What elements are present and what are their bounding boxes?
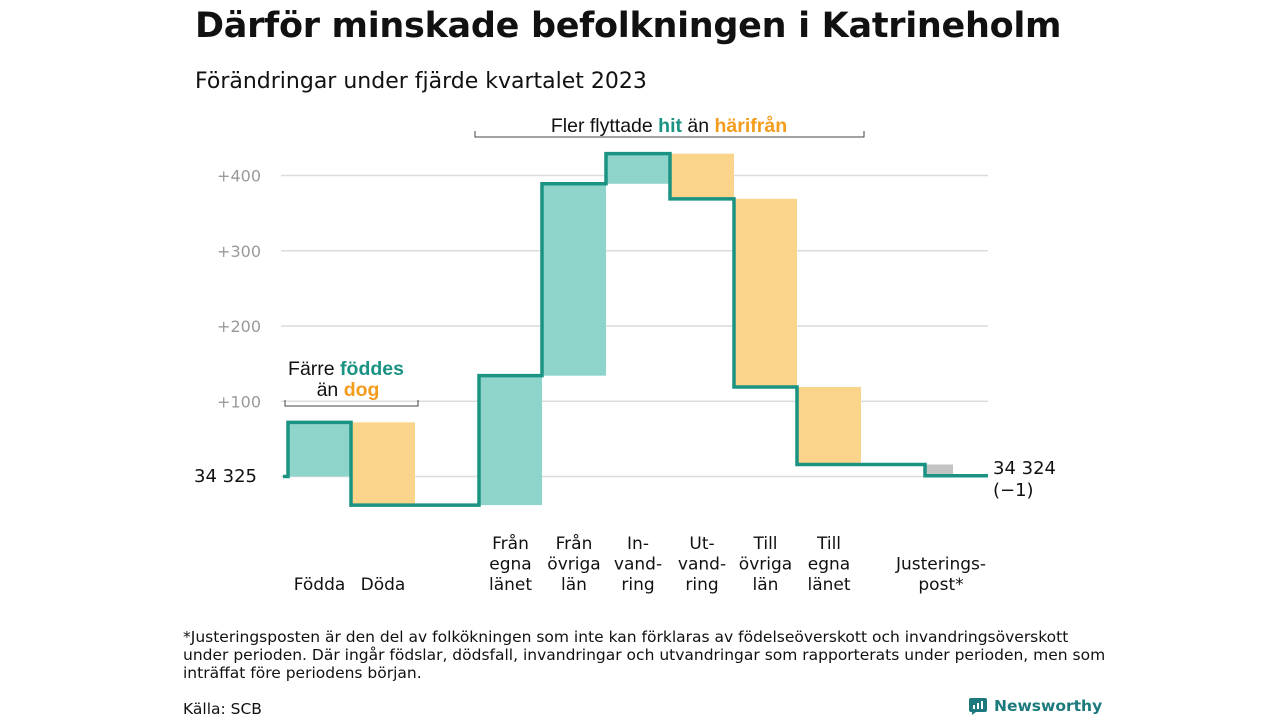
bar	[479, 375, 542, 506]
start-value-label: 34 325	[194, 466, 257, 487]
category-label: egna	[489, 555, 531, 575]
bar	[542, 183, 606, 376]
migration-annotation-text: Fler flyttade	[551, 115, 658, 137]
bar	[670, 153, 734, 199]
cumulative-step-line	[283, 151, 988, 507]
category-label: län	[561, 575, 587, 595]
category-label: Justerings-	[895, 555, 986, 575]
newsworthy-logo-icon	[969, 698, 987, 715]
migration-annotation-highlight: hit	[658, 115, 682, 137]
category-label: Födda	[294, 575, 346, 595]
births-annotation-highlight: dog	[344, 379, 380, 401]
category-label: länet	[807, 575, 850, 595]
category-label: övriga	[739, 555, 792, 575]
births-annotation-line1: Färre föddes	[288, 358, 404, 380]
category-label: ring	[621, 575, 654, 595]
bar	[606, 153, 670, 184]
bar	[925, 464, 953, 476]
migration-bracket	[474, 131, 865, 138]
category-label: Från	[556, 533, 593, 554]
y-tick-label: +200	[217, 317, 261, 336]
category-label: egna	[808, 555, 850, 575]
category-label: Ut-	[689, 534, 714, 554]
bar	[351, 422, 415, 506]
category-label: ring	[685, 575, 718, 595]
migration-annotation: Fler flyttade hit än härifrån	[551, 114, 787, 137]
chart-subtitle: Förändringar under fjärde kvartalet 2023	[195, 69, 647, 94]
bar	[797, 386, 861, 465]
y-tick-label: +400	[217, 167, 261, 186]
y-tick-label: +300	[217, 242, 261, 261]
category-label: Döda	[361, 575, 406, 595]
category-label: Till	[816, 534, 841, 554]
category-label: vand-	[614, 555, 662, 575]
births-annotation-line2: än dog	[317, 379, 380, 401]
category-label: län	[753, 575, 779, 595]
y-tick-label: +100	[217, 392, 261, 411]
category-label: Till	[752, 534, 777, 554]
brand: Newsworthy	[968, 696, 1102, 716]
category-label: länet	[489, 575, 532, 595]
source-label: Källa: SCB	[183, 700, 262, 718]
end-change-label: (−1)	[993, 480, 1034, 501]
births-annotation-highlight: föddes	[340, 358, 404, 380]
category-label: post*	[918, 575, 963, 595]
category-label: vand-	[678, 555, 726, 575]
births-annotation-text: än	[317, 379, 344, 401]
category-label: övriga	[547, 555, 600, 575]
brand-name: Newsworthy	[994, 697, 1103, 715]
bar	[288, 422, 351, 477]
category-label: In-	[627, 534, 649, 554]
bar	[734, 198, 797, 387]
category-label: Från	[492, 533, 529, 554]
footnote: *Justeringsposten är den del av folkökni…	[183, 628, 1106, 682]
migration-annotation-text: än	[682, 115, 715, 137]
births-annotation-text: Färre	[288, 358, 340, 380]
births-bracket	[284, 400, 419, 407]
migration-annotation-highlight: härifrån	[715, 114, 788, 137]
end-value-label: 34 324	[993, 458, 1056, 479]
chart-title: Därför minskade befolkningen i Katrineho…	[195, 6, 1062, 46]
